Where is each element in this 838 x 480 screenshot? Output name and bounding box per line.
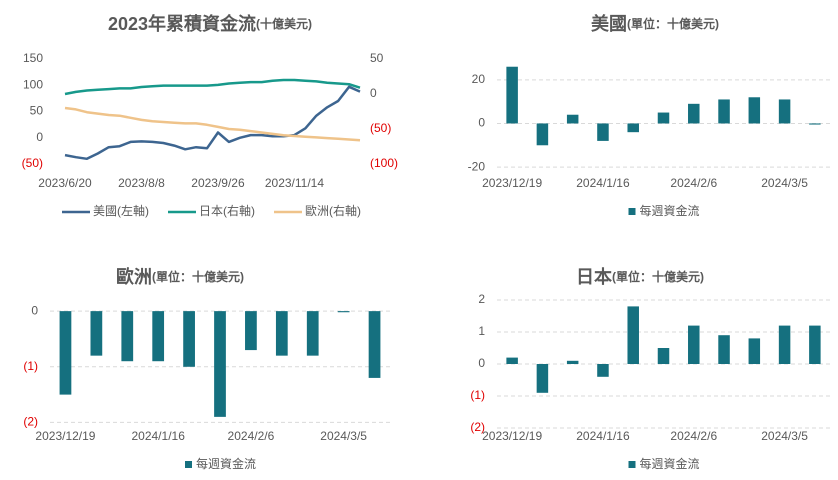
- bar: [657, 348, 670, 364]
- bar: [566, 360, 579, 364]
- subtitle-text: (單位：十億美元): [627, 16, 719, 31]
- bar: [597, 364, 609, 377]
- bar: [657, 112, 670, 124]
- bar: [718, 335, 730, 364]
- legend-label: 美國(左軸): [93, 203, 149, 218]
- legend-label: 每週資金流: [640, 203, 700, 218]
- chart-title: 2023年累積資金流(十億美元): [108, 13, 312, 34]
- y-tick-label: (1): [470, 388, 485, 402]
- y-tick-label: 100: [23, 77, 43, 91]
- x-tick-label: 2024/2/6: [228, 429, 275, 443]
- y-tick-label: 0: [478, 116, 485, 130]
- y-tick-label: (50): [22, 156, 43, 170]
- legend-label: 日本(右軸): [199, 203, 255, 218]
- subtitle-text: (十億美元): [256, 16, 312, 31]
- legend-label: 歐洲(右軸): [305, 203, 361, 218]
- x-tick-label: 2024/3/5: [761, 176, 808, 190]
- y-tick-label: 50: [30, 104, 44, 118]
- bar: [214, 311, 226, 417]
- title-text: 2023年累積資金流: [108, 13, 256, 34]
- series-line: [64, 106, 361, 142]
- chart-title: 歐洲(單位：十億美元): [116, 266, 244, 287]
- x-tick-label: 2023/11/14: [265, 176, 324, 190]
- y-tick-label: (2): [23, 415, 38, 429]
- bar: [627, 306, 639, 364]
- bar: [778, 325, 791, 364]
- x-tick-label: 2023/12/19: [482, 176, 542, 190]
- series-line: [64, 85, 361, 161]
- bar: [718, 99, 730, 124]
- title-text: 美國: [591, 13, 627, 34]
- bar: [245, 311, 257, 351]
- bar: [778, 99, 791, 124]
- y-tick-label: 0: [31, 303, 38, 317]
- bar: [121, 311, 134, 362]
- bar: [183, 311, 195, 367]
- bar: [152, 311, 165, 362]
- x-tick-label: 2023/9/26: [191, 176, 245, 190]
- x-tick-label: 2023/6/20: [38, 176, 92, 190]
- chart-title: 日本(單位：十億美元): [576, 266, 704, 287]
- legend-swatch: [185, 461, 192, 468]
- subtitle-text: (單位：十億美元): [152, 269, 244, 284]
- bar: [809, 325, 821, 364]
- bar: [90, 311, 103, 356]
- y-tick-label: 2: [478, 292, 485, 306]
- series-line: [64, 78, 361, 96]
- legend-label: 每週資金流: [196, 456, 256, 471]
- bar: [688, 103, 700, 124]
- y2-tick-label: 0: [370, 86, 377, 100]
- x-tick-label: 2024/3/5: [320, 429, 367, 443]
- y-tick-label: (2): [470, 420, 485, 434]
- subtitle-text: (單位：十億美元): [612, 269, 704, 284]
- x-tick-label: 2024/2/6: [670, 429, 717, 443]
- y-tick-label: 0: [36, 130, 43, 144]
- y2-tick-label: (100): [370, 156, 398, 170]
- x-tick-label: 2024/2/6: [670, 176, 717, 190]
- y2-tick-label: 50: [370, 51, 384, 65]
- y-tick-label: (1): [23, 359, 38, 373]
- bar: [368, 311, 381, 378]
- x-tick-label: 2023/12/19: [35, 429, 95, 443]
- bar: [306, 311, 319, 356]
- bar: [748, 338, 761, 364]
- legend-swatch: [628, 208, 636, 215]
- y-tick-label: 0: [478, 356, 485, 370]
- x-tick-label: 2024/1/16: [576, 429, 630, 443]
- legend-label: 每週資金流: [640, 456, 700, 471]
- x-tick-label: 2024/1/16: [131, 429, 185, 443]
- x-tick-label: 2024/1/16: [576, 176, 630, 190]
- bar: [597, 123, 609, 141]
- bar: [627, 123, 639, 133]
- bar: [275, 311, 288, 356]
- y-tick-label: 1: [478, 324, 485, 338]
- bar: [809, 123, 821, 125]
- bar: [506, 357, 518, 364]
- bar: [536, 123, 549, 146]
- chart-title: 美國(單位：十億美元): [591, 13, 719, 34]
- title-text: 歐洲: [116, 266, 152, 287]
- y-tick-label: 150: [23, 51, 43, 65]
- bar: [59, 311, 72, 395]
- bar: [536, 364, 549, 393]
- bar: [337, 311, 350, 313]
- title-text: 日本: [576, 266, 612, 287]
- x-tick-label: 2024/3/5: [761, 429, 808, 443]
- y-tick-label: -20: [468, 159, 486, 173]
- y2-tick-label: (50): [370, 121, 391, 135]
- bar: [566, 114, 579, 124]
- bar: [748, 97, 761, 124]
- x-tick-label: 2023/8/8: [118, 176, 165, 190]
- x-tick-label: 2023/12/19: [482, 429, 542, 443]
- bar: [688, 325, 700, 364]
- y-tick-label: 20: [472, 72, 486, 86]
- legend-swatch: [628, 461, 636, 468]
- bar: [506, 66, 518, 124]
